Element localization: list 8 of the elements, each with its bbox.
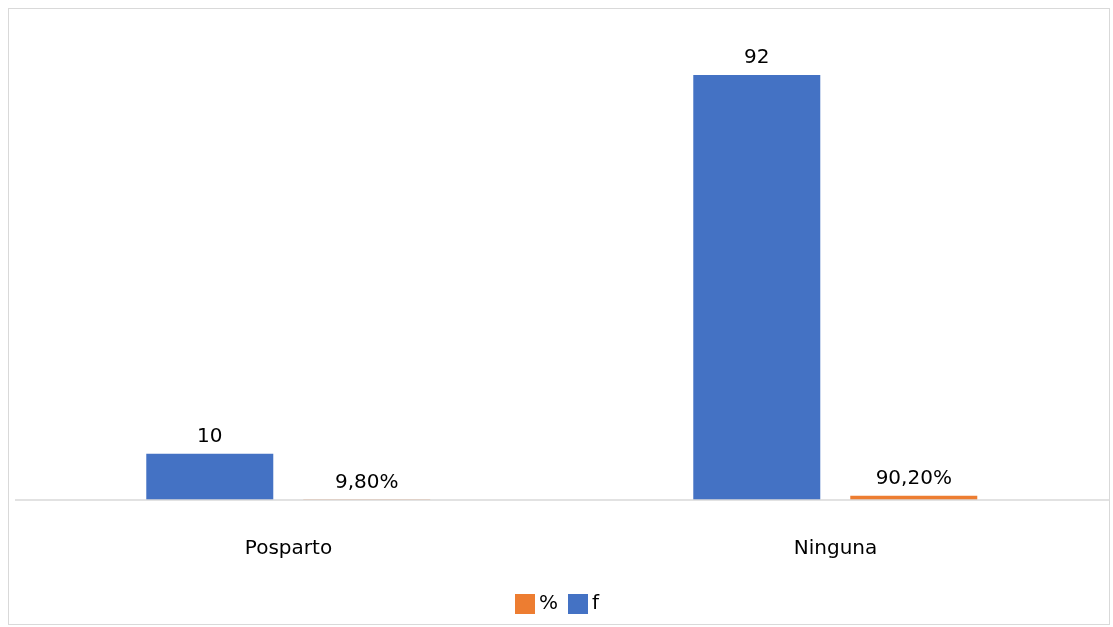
- data-label: 10: [197, 422, 223, 447]
- legend-label: f: [591, 590, 600, 614]
- data-label: 9,80%: [335, 468, 399, 493]
- x-tick-label: Ninguna: [793, 535, 878, 560]
- data-label: 90,20%: [875, 464, 952, 489]
- x-tick-label: Posparto: [244, 535, 333, 560]
- legend-label: %: [538, 590, 558, 614]
- data-label: 92: [744, 44, 770, 68]
